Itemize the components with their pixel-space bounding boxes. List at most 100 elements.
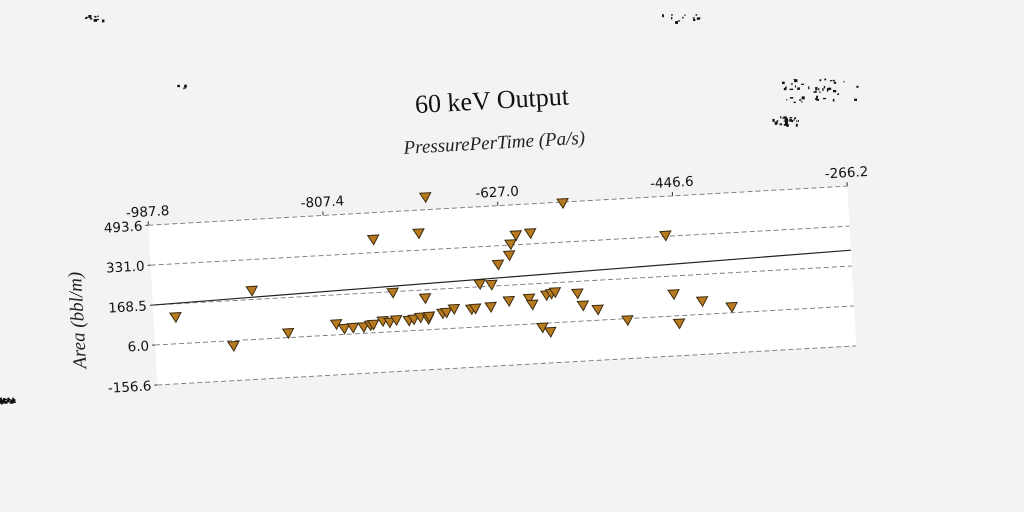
data-point: [245, 285, 259, 297]
noise-speck: [184, 84, 187, 88]
noise-speck: [684, 14, 686, 16]
noise-speck: [101, 19, 105, 23]
noise-speck: [698, 17, 701, 19]
x-axis-label: PressurePerTime (Pa/s): [402, 128, 586, 159]
noise-speck: [783, 87, 787, 91]
noise-speck: [790, 97, 794, 99]
noise-speck: [816, 98, 819, 101]
noise-speck: [837, 93, 840, 96]
noise-speck: [791, 119, 794, 123]
data-point: [695, 296, 709, 308]
noise-speck: [816, 95, 818, 99]
x-tick-label: -446.6: [650, 174, 694, 192]
data-point: [576, 300, 590, 312]
data-point: [504, 239, 517, 251]
noise-speck: [89, 18, 93, 20]
data-point: [407, 314, 420, 326]
data-point: [525, 299, 539, 311]
noise-speck: [829, 80, 832, 82]
data-point: [422, 311, 436, 323]
y-tick-label: 6.0: [127, 338, 149, 355]
noise-speck: [662, 14, 664, 18]
x-tick-label: -987.8: [125, 203, 169, 221]
noise-speck: [85, 16, 88, 18]
data-point: [412, 228, 425, 240]
noise-speck: [783, 120, 788, 122]
x-tick-label: -627.0: [475, 183, 519, 201]
data-point: [357, 321, 370, 334]
noise-speck: [9, 400, 11, 404]
trend-line: [152, 249, 851, 306]
noise-speck: [789, 119, 793, 122]
noise-speck: [692, 17, 695, 19]
noise-speck: [786, 124, 789, 127]
noise-speck: [693, 18, 696, 21]
noise-speck: [822, 88, 824, 91]
chart-title: 60 keV Output: [414, 82, 570, 120]
data-point: [556, 197, 569, 210]
noise-speck: [794, 85, 796, 88]
data-point: [439, 307, 453, 319]
plot-area: [148, 186, 857, 385]
noise-speck: [828, 87, 832, 90]
data-point: [226, 340, 240, 352]
data-point: [389, 314, 403, 327]
data-point: [281, 327, 295, 340]
x-axis-ticks: -987.8 -807.4 -627.0 -446.6 -266.2: [125, 164, 869, 226]
data-point: [473, 278, 486, 291]
grid-lines: [148, 185, 857, 386]
noise-speck: [799, 99, 802, 101]
noise-speck: [854, 98, 858, 101]
noise-speck: [785, 86, 787, 89]
noise-speck: [675, 21, 678, 24]
y-tick-label: 493.6: [103, 219, 142, 237]
grid-line: [150, 225, 850, 266]
noise-speck: [776, 120, 779, 122]
noise-speck: [3, 398, 5, 402]
data-point: [659, 230, 672, 242]
noise-speck: [797, 87, 800, 90]
noise-speck: [12, 401, 15, 404]
noise-speck: [793, 119, 795, 121]
y-tick-label: 168.5: [108, 298, 147, 316]
noise-speck: [696, 17, 700, 20]
y-axis-ticks: -156.6 6.0 168.5 331.0 493.6: [103, 219, 158, 397]
noise-speck: [786, 99, 788, 101]
noise-speck: [784, 117, 787, 120]
noise-speck: [1, 402, 3, 404]
data-point: [337, 323, 351, 335]
noise-speck: [12, 401, 16, 403]
noise-speck: [790, 83, 794, 85]
noise-speck: [8, 397, 10, 400]
noise-speck: [813, 91, 817, 93]
data-point: [667, 289, 680, 301]
data-point: [522, 293, 536, 305]
data-point: [418, 293, 432, 305]
noise-speck: [94, 15, 97, 18]
data-point: [386, 287, 400, 299]
data-point: [418, 192, 432, 204]
noise-speck: [6, 399, 9, 403]
noise-speck: [826, 88, 829, 92]
data-point: [484, 279, 498, 291]
data-point: [502, 250, 516, 262]
data-point: [620, 315, 634, 327]
noise-speck: [819, 91, 821, 93]
x-tick-label: -266.2: [824, 164, 868, 182]
noise-speck: [801, 96, 805, 100]
noise-speck: [183, 87, 185, 90]
data-point: [366, 319, 380, 331]
data-point: [548, 287, 562, 299]
data-point: [725, 301, 738, 314]
data-point: [509, 230, 523, 242]
data-point: [383, 317, 396, 329]
data-point: [672, 318, 686, 330]
noise-speck: [833, 81, 837, 84]
noise-speck: [2, 400, 5, 404]
noise-speck: [801, 83, 804, 85]
noise-speck: [671, 17, 673, 20]
noise-speck: [682, 16, 684, 19]
data-point: [502, 295, 516, 308]
noise-speck: [10, 399, 13, 403]
noise-speck: [796, 120, 798, 122]
